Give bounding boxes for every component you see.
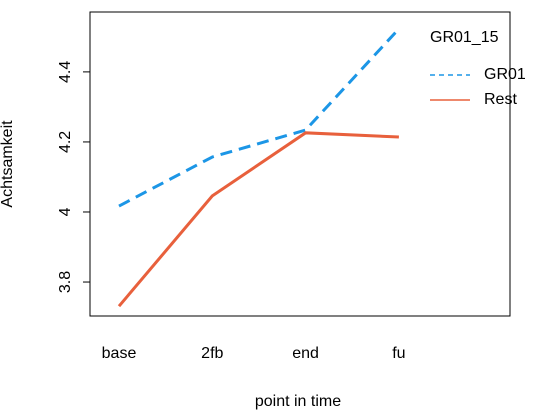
y-tick-label: 3.8 <box>57 271 74 293</box>
legend-label: GR01 <box>484 66 526 83</box>
series-line <box>117 131 399 308</box>
x-tick-label: 2fb <box>201 345 223 362</box>
y-tick-label: 4.2 <box>57 131 74 153</box>
x-tick-label: base <box>102 345 137 362</box>
x-tick-label: fu <box>392 345 405 362</box>
y-axis-label: Achtsamkeit <box>0 120 16 208</box>
x-tick-label: end <box>292 345 319 362</box>
y-tick-label: 4 <box>57 207 74 216</box>
x-axis-label: point in time <box>255 393 341 410</box>
y-tick-label: 4.4 <box>57 61 74 83</box>
legend-label: Rest <box>484 91 517 108</box>
series-line <box>118 27 401 208</box>
legend-title: GR01_15 <box>430 29 499 46</box>
plot-frame <box>89 11 511 317</box>
